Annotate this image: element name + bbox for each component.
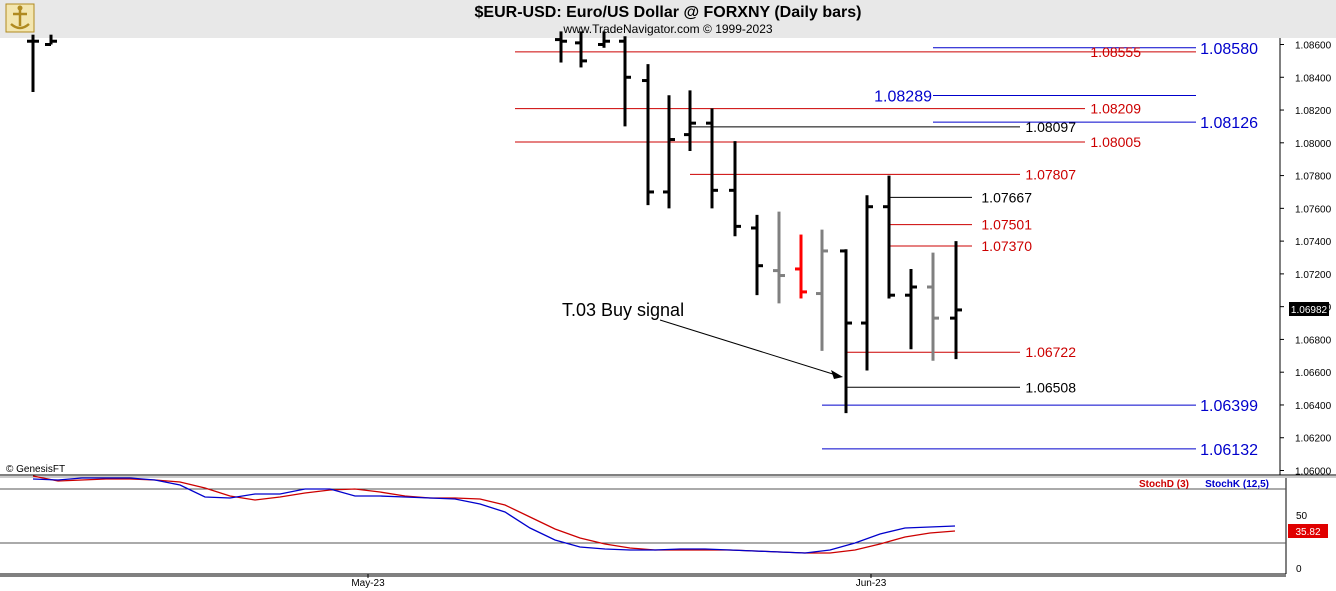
last-price-marker: 1.06982	[1289, 302, 1329, 316]
level-label-1.08580: 1.08580	[1200, 41, 1258, 58]
level-label-1.07370: 1.07370	[981, 238, 1032, 254]
series-line-stochk	[32, 477, 956, 554]
legend-stochd: StochD (3)	[1139, 479, 1189, 490]
level-label-1.07807: 1.07807	[1025, 166, 1076, 182]
ohlc-bar	[45, 34, 57, 46]
buy-signal-annotation: T.03 Buy signal	[562, 300, 843, 379]
level-label-1.06132: 1.06132	[1200, 442, 1258, 459]
ohlc-bar	[816, 229, 828, 351]
stoch-tick-50: 50	[1296, 511, 1308, 522]
ohlc-bar	[905, 268, 917, 350]
ohlc-bar	[555, 31, 567, 63]
x-tick-label-may: May-23	[351, 578, 385, 589]
buy-signal-arrow-line	[659, 319, 837, 376]
ohlc-bar	[575, 31, 587, 68]
stoch-last-value: 35.82	[1295, 527, 1320, 538]
ohlc-bar	[729, 141, 741, 237]
level-label-1.08126: 1.08126	[1200, 115, 1258, 132]
y-tick-label: 1.07200	[1295, 270, 1332, 281]
y-tick-label: 1.06800	[1295, 335, 1332, 346]
time-axis: May-23 Jun-23	[0, 574, 1286, 589]
y-tick-label: 1.08200	[1295, 106, 1332, 117]
y-tick-label: 1.06400	[1295, 401, 1332, 412]
watermark-text: © GenesisFT	[6, 464, 65, 475]
ohlc-bar	[950, 241, 962, 360]
y-tick-label: 1.06600	[1295, 368, 1332, 379]
ohlc-bar	[598, 31, 610, 48]
stochastic-panel: 50 0 StochD (3) StochK (12,5) 35.82	[0, 475, 1328, 575]
level-label-1.08555: 1.08555	[1090, 44, 1141, 60]
level-label-1.08097: 1.08097	[1025, 119, 1076, 135]
title-bar	[0, 0, 1336, 38]
legend-stochk: StochK (12,5)	[1205, 479, 1269, 490]
ohlc-bar	[840, 249, 852, 414]
chart-title: $EUR-USD: Euro/US Dollar @ FORXNY (Daily…	[475, 4, 862, 21]
copyright-text: www.TradeNavigator.com © 1999-2023	[562, 22, 772, 36]
y-tick-label: 1.07600	[1295, 204, 1332, 215]
last-price-value: 1.06982	[1291, 305, 1328, 316]
level-label-1.07501: 1.07501	[981, 217, 1032, 233]
y-tick-label: 1.06200	[1295, 434, 1332, 445]
price-axis-ticks: 1.08600 1.08400 1.08200 1.08000 1.07800 1.076…	[1280, 41, 1332, 478]
y-tick-label: 1.06000	[1295, 467, 1332, 478]
ohlc-bar	[663, 95, 675, 209]
level-label-1.06722: 1.06722	[1025, 344, 1076, 360]
ohlc-bar	[861, 195, 873, 371]
ohlc-bar	[642, 64, 654, 206]
ohlc-bar	[883, 175, 895, 299]
stoch-tick-0: 0	[1296, 564, 1302, 575]
ohlc-bars	[27, 31, 962, 414]
level-label-1.06399: 1.06399	[1200, 398, 1258, 415]
buy-signal-arrowhead	[831, 370, 843, 379]
level-label-1.07667: 1.07667	[981, 189, 1032, 205]
level-label-1.08209: 1.08209	[1090, 101, 1141, 117]
ohlc-bar	[684, 90, 696, 151]
y-tick-label: 1.07800	[1295, 172, 1332, 183]
y-tick-label: 1.08400	[1295, 73, 1332, 84]
ohlc-bar	[795, 234, 807, 299]
ohlc-bar	[751, 214, 763, 296]
ohlc-bar	[773, 211, 785, 304]
ohlc-bar	[927, 252, 939, 361]
last-price-box	[1289, 302, 1329, 316]
ohlc-bar	[27, 34, 39, 93]
buy-signal-label: T.03 Buy signal	[562, 300, 684, 320]
ohlc-bar	[706, 108, 718, 209]
level-label-1.06508: 1.06508	[1025, 379, 1076, 395]
y-tick-label: 1.08600	[1295, 41, 1332, 52]
y-tick-label: 1.07400	[1295, 237, 1332, 248]
x-tick-label-jun: Jun-23	[856, 578, 887, 589]
ship-anchor-logo-icon	[5, 3, 35, 33]
level-label-1.08289: 1.08289	[874, 88, 932, 105]
level-lines: 1.08580 1.08555 1.08289 1.08209 1.08126 1.080…	[515, 41, 1258, 459]
stoch-last-value-box	[1288, 524, 1328, 538]
y-tick-label: 1.08000	[1295, 139, 1332, 150]
ohlc-bar	[619, 36, 631, 127]
level-label-1.08005: 1.08005	[1090, 134, 1141, 150]
